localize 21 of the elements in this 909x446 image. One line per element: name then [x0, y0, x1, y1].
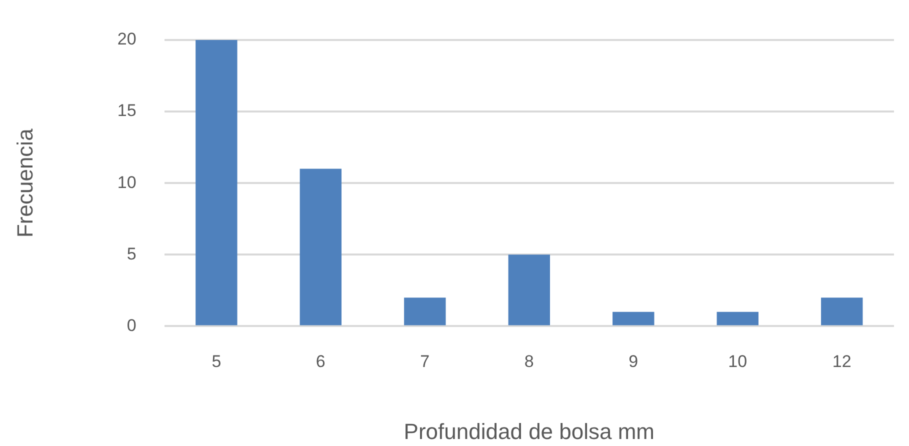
x-tick-label: 8: [524, 352, 534, 372]
y-tick-label: 5: [126, 244, 136, 264]
x-tick-label: 9: [628, 352, 638, 372]
x-tick-label: 12: [832, 352, 852, 372]
x-tick-label: 5: [212, 352, 222, 372]
y-tick-label: 10: [117, 172, 136, 192]
x-tick-label: 7: [420, 352, 430, 372]
bar: [300, 168, 342, 326]
x-tick-label: 10: [728, 352, 748, 372]
y-tick-label: 0: [126, 316, 136, 335]
y-tick-label: 15: [117, 101, 136, 120]
bar: [196, 40, 238, 326]
bar: [404, 298, 446, 326]
bar: [821, 298, 863, 326]
x-axis-title: Profundidad de bolsa mm: [404, 418, 655, 444]
y-axis-title: Frecuencia: [12, 128, 38, 238]
bar: [612, 312, 654, 326]
bar: [716, 312, 758, 326]
bar: [508, 254, 550, 326]
x-tick-label: 6: [316, 352, 326, 372]
y-tick-label: 20: [117, 30, 136, 49]
